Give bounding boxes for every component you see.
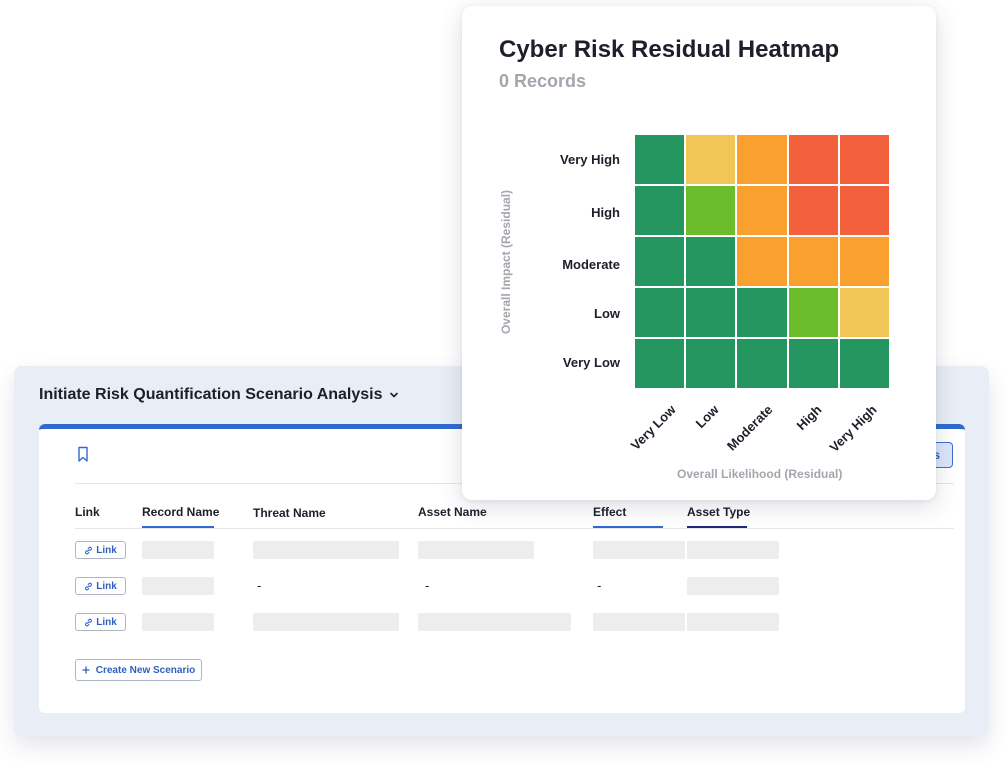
asset-type-cell [687,613,779,631]
record-count: 0 Records [499,71,587,91]
heatmap-cell[interactable] [838,134,890,185]
heatmap-cell[interactable] [787,236,839,287]
threat-name-cell [253,541,399,559]
row-label-very-high: Very High [560,152,620,167]
y-axis-title: Overall Impact (Residual) [499,189,513,335]
x-axis-title: Overall Likelihood (Residual) [677,467,843,481]
heatmap-cell[interactable] [838,185,890,236]
heatmap-cell[interactable] [838,236,890,287]
column-header-asset-name[interactable]: Asset Name [418,505,487,519]
asset-type-underline [687,526,747,528]
row-label-moderate: Moderate [562,257,620,272]
asset-name-cell: - [425,578,430,593]
heatmap-cell[interactable] [634,134,686,185]
link-button[interactable]: Link [75,577,126,595]
heatmap-cell[interactable] [787,185,839,236]
heatmap-cell[interactable] [634,287,686,338]
effect-cell [593,541,685,559]
asset-type-cell [687,541,779,559]
row-label-very-low: Very Low [562,355,620,370]
heatmap-title: Cyber Risk Residual Heatmap [499,36,840,63]
heatmap-cell[interactable] [736,338,788,389]
effect-cell: - [597,578,602,593]
row-label-high: High [591,205,620,220]
asset-name-cell [418,541,534,559]
heatmap-cell[interactable] [634,236,686,287]
column-header-asset-type[interactable]: Asset Type [687,505,751,519]
row-label-low: Low [594,306,620,321]
record-name-cell [142,613,214,631]
heatmap-cell[interactable] [634,185,686,236]
heatmap-cell[interactable] [685,134,737,185]
heatmap-cell[interactable] [685,185,737,236]
heatmap-cell[interactable] [838,338,890,389]
heatmap-grid [634,134,890,389]
header-divider [75,528,954,529]
plus-icon [82,666,90,674]
link-icon [85,546,93,554]
chevron-down-icon [389,392,398,398]
asset-name-cell [418,613,571,631]
link-icon [85,618,93,626]
column-header-threat-name[interactable]: Threat Name [253,506,326,520]
column-header-link: Link [75,505,100,519]
heatmap-cell[interactable] [787,287,839,338]
threat-name-cell [253,613,399,631]
bookmark-icon[interactable] [76,446,90,463]
create-new-scenario-button[interactable]: Create New Scenario [75,659,202,681]
panel-title[interactable]: Initiate Risk Quantification Scenario An… [39,386,399,404]
link-icon [85,582,93,590]
record-name-underline [142,526,214,528]
column-header-effect[interactable]: Effect [593,505,627,519]
heatmap-cell[interactable] [736,287,788,338]
link-button[interactable]: Link [75,541,126,559]
asset-type-cell [687,577,779,595]
create-button-label: Create New Scenario [95,664,196,676]
heatmap-cell[interactable] [838,287,890,338]
effect-cell [593,613,685,631]
heatmap-cell[interactable] [787,134,839,185]
link-button[interactable]: Link [75,613,126,631]
heatmap-cell[interactable] [736,236,788,287]
heatmap-cell[interactable] [787,338,839,389]
effect-underline [593,526,663,528]
heatmap-cell[interactable] [685,287,737,338]
link-button-label: Link [96,616,117,628]
heatmap-cell[interactable] [736,134,788,185]
threat-name-cell: - [257,578,262,593]
column-header-record-name[interactable]: Record Name [142,505,220,519]
record-name-cell [142,577,214,595]
link-button-label: Link [96,580,117,592]
panel-title-text: Initiate Risk Quantification Scenario An… [39,386,383,403]
heatmap-cell[interactable] [685,236,737,287]
heatmap-cell[interactable] [634,338,686,389]
heatmap-cell[interactable] [736,185,788,236]
link-button-label: Link [96,544,117,556]
heatmap-cell[interactable] [685,338,737,389]
record-name-cell [142,541,214,559]
